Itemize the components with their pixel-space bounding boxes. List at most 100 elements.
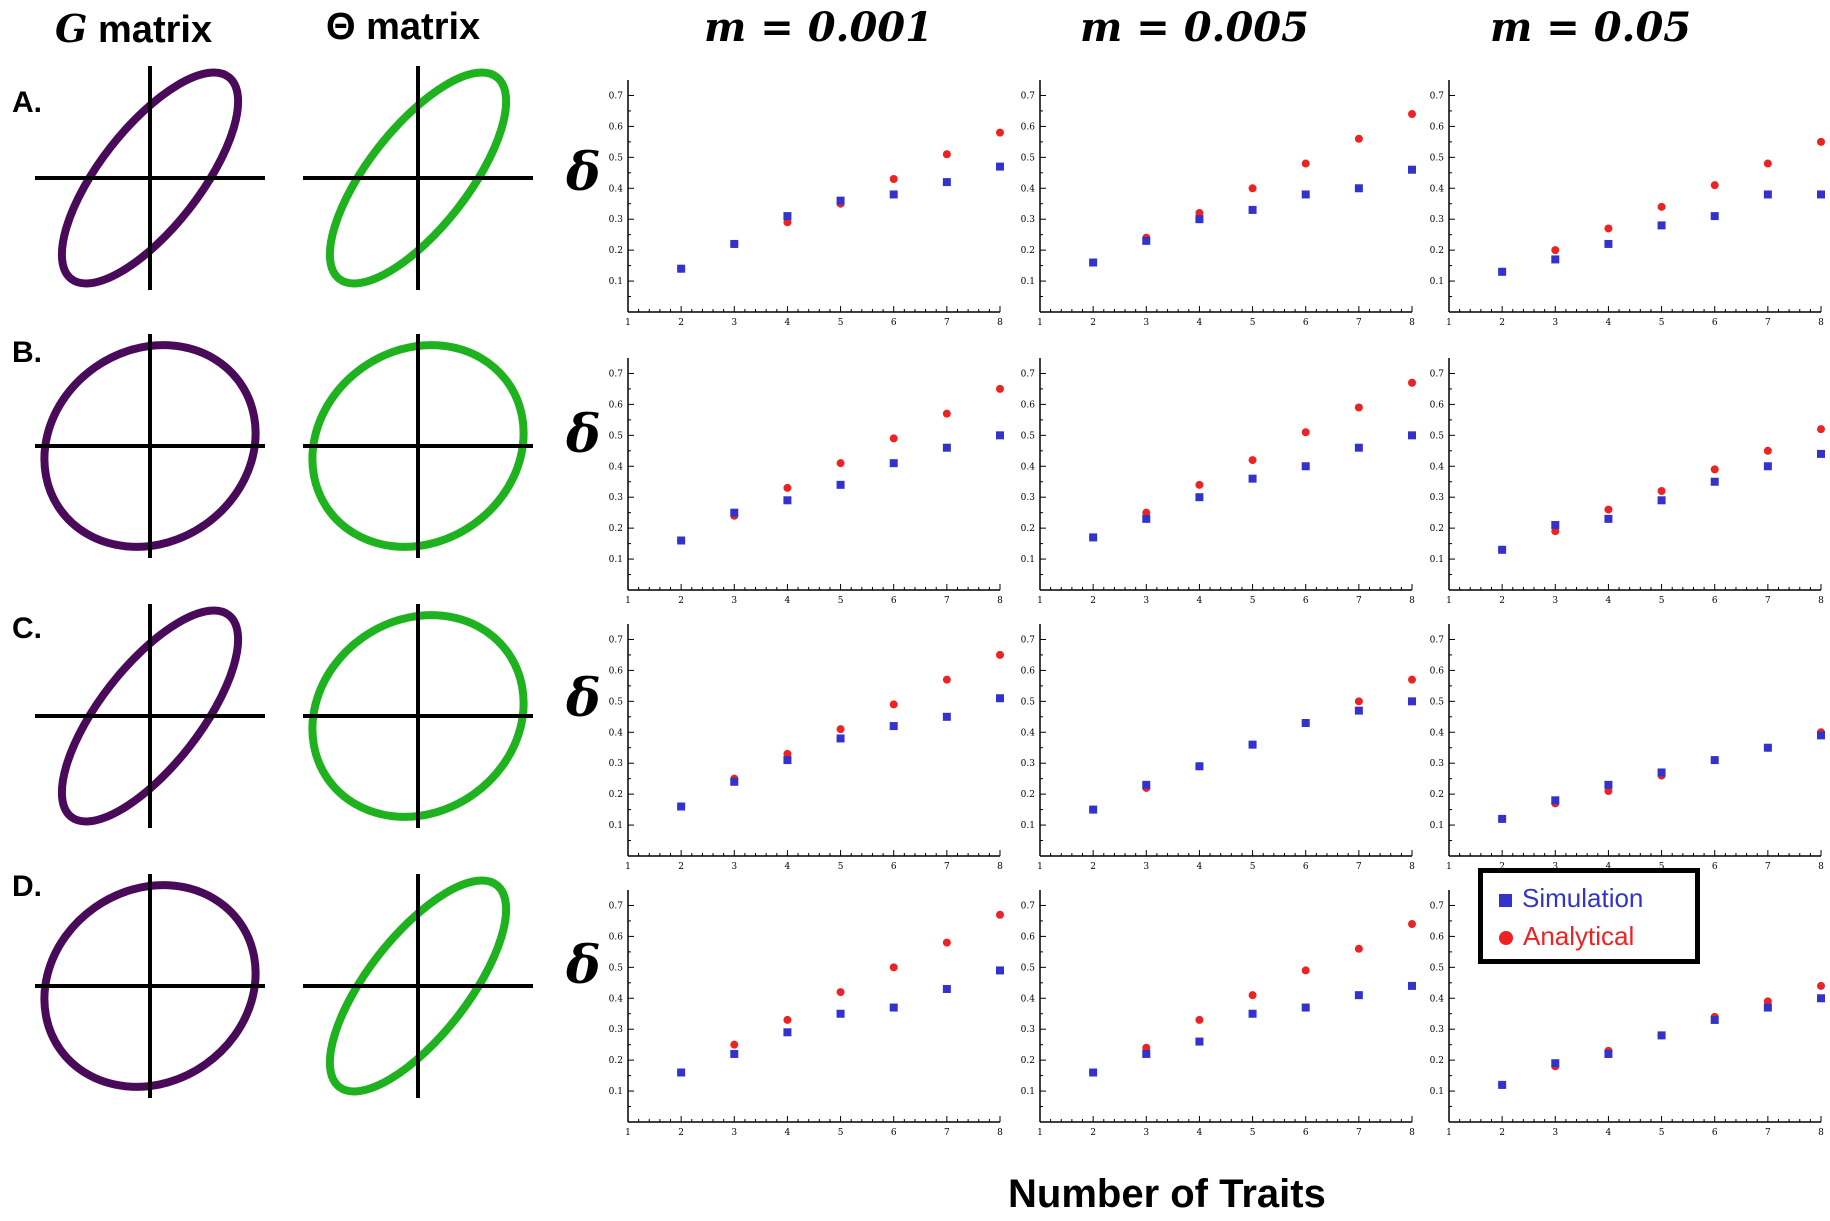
simulation-point: [1248, 740, 1257, 749]
analytical-point: [1657, 202, 1666, 211]
scatter-panel-a-m3: 0.1 0.2 0.3 0.4 0.5 0.6 0.7 1 2 3 4 5 6 7 8: [1430, 80, 1825, 328]
simulation-point: [783, 756, 792, 765]
y-tick-label: 0.3: [609, 493, 624, 503]
analytical-point: [942, 938, 951, 947]
x-tick-label: 7: [944, 318, 950, 328]
y-tick-label: 0.6: [1021, 122, 1036, 132]
simulation-point: [1551, 255, 1560, 264]
x-tick-label: 3: [1143, 1128, 1149, 1138]
simulation-point: [1498, 1080, 1507, 1089]
analytical-point: [783, 749, 792, 758]
x-tick-label: 3: [1143, 596, 1149, 606]
analytical-point: [1354, 134, 1363, 143]
g-matrix-text: matrix: [98, 9, 213, 51]
x-tick-label: 7: [1765, 318, 1771, 328]
simulation-point: [1248, 474, 1257, 483]
x-tick-label: 5: [838, 862, 844, 872]
simulation-point: [889, 459, 898, 468]
row-label-b: B.: [12, 336, 42, 369]
simulation-point: [730, 239, 739, 248]
simulation-point: [996, 694, 1004, 703]
scatter-panel-b-m2: 0.1 0.2 0.3 0.4 0.5 0.6 0.7 1 2 3 4 5 6 7 8: [1021, 358, 1416, 606]
x-tick-label: 1: [625, 318, 631, 328]
y-tick-label: 0.7: [609, 91, 624, 101]
simulation-point: [1408, 697, 1416, 706]
analytical-point: [889, 434, 898, 443]
g-ellipse-shape: [57, 606, 243, 826]
analytical-point: [783, 1015, 792, 1024]
x-tick-label: 4: [1197, 596, 1203, 606]
y-tick-label: 0.4: [1430, 728, 1445, 738]
simulation-point: [730, 1049, 739, 1058]
simulation-point: [1142, 780, 1151, 789]
y-tick-label: 0.5: [1021, 963, 1036, 973]
x-tick-label: 8: [1818, 318, 1824, 328]
x-tick-label: 8: [997, 318, 1003, 328]
x-tick-label: 5: [838, 318, 844, 328]
analytical-point: [1817, 981, 1825, 990]
x-tick-label: 4: [785, 318, 791, 328]
y-tick-label: 0.2: [1021, 790, 1035, 800]
x-axis-label: Number of Traits: [1008, 1172, 1326, 1216]
x-tick-label: 3: [731, 862, 737, 872]
x-tick-label: 4: [1606, 1128, 1612, 1138]
x-tick-label: 1: [625, 1128, 631, 1138]
x-tick-label: 5: [1659, 1128, 1665, 1138]
x-tick-label: 5: [1250, 596, 1256, 606]
y-tick-label: 0.3: [1430, 493, 1445, 503]
x-tick-label: 3: [731, 318, 737, 328]
y-tick-label: 0.4: [1021, 462, 1036, 472]
x-tick-label: 7: [944, 596, 950, 606]
simulation-point: [836, 734, 845, 743]
analytical-point: [996, 384, 1004, 393]
y-tick-label: 0.7: [1021, 635, 1036, 645]
y-tick-label: 0.2: [609, 790, 623, 800]
simulation-point: [1354, 991, 1363, 1000]
y-tick-label: 0.3: [1430, 759, 1445, 769]
simulation-point: [677, 802, 686, 811]
analytical-point: [1710, 181, 1719, 190]
x-tick-label: 1: [625, 596, 631, 606]
y-tick-label: 0.1: [1021, 1087, 1035, 1097]
simulation-point: [889, 1003, 898, 1012]
x-tick-label: 4: [785, 596, 791, 606]
y-tick-label: 0.7: [1430, 635, 1445, 645]
analytical-point: [1301, 428, 1310, 437]
simulation-point: [1248, 205, 1257, 214]
x-tick-label: 1: [1446, 1128, 1452, 1138]
x-tick-label: 5: [1659, 318, 1665, 328]
y-label-b: δ: [566, 404, 601, 465]
analytical-point: [1142, 508, 1151, 517]
y-tick-label: 0.1: [1430, 555, 1444, 565]
y-tick-label: 0.2: [1430, 246, 1444, 256]
simulation-point: [1408, 431, 1416, 440]
simulation-point: [1551, 1059, 1560, 1068]
simulation-point: [1817, 731, 1825, 740]
x-tick-label: 2: [678, 1128, 684, 1138]
simulation-point: [1142, 236, 1151, 245]
theta-ellipse-d: [303, 874, 533, 1098]
g-ellipse-shape: [40, 881, 260, 1091]
y-tick-label: 0.5: [1430, 963, 1445, 973]
analytical-point: [1551, 527, 1560, 536]
scatter-panel-c-m3: 0.1 0.2 0.3 0.4 0.5 0.6 0.7 1 2 3 4 5 6 7 8: [1430, 624, 1825, 872]
y-tick-label: 0.1: [609, 555, 623, 565]
y-tick-label: 0.6: [1021, 400, 1036, 410]
simulation-point: [996, 966, 1004, 975]
x-tick-label: 6: [891, 596, 897, 606]
row-label-a: A.: [12, 86, 42, 119]
analytical-point: [1657, 487, 1666, 496]
analytical-point: [1354, 944, 1363, 953]
y-tick-label: 0.4: [1021, 184, 1036, 194]
g-ellipse-b: [35, 334, 265, 558]
simulation-point: [1301, 462, 1310, 471]
analytical-point: [1301, 966, 1310, 975]
x-tick-label: 5: [838, 1128, 844, 1138]
x-tick-label: 4: [1197, 1128, 1203, 1138]
m-header-2: m = 0.005: [1080, 4, 1309, 51]
y-tick-label: 0.3: [1021, 1025, 1036, 1035]
scatter-panel-d-m1: 0.1 0.2 0.3 0.4 0.5 0.6 0.7 1 2 3 4 5 6 7 8: [609, 890, 1004, 1138]
analytical-point: [1763, 159, 1772, 168]
simulation-point: [1657, 1031, 1666, 1040]
scatter-panel-c-m2: 0.1 0.2 0.3 0.4 0.5 0.6 0.7 1 2 3 4 5 6 7 8: [1021, 624, 1416, 872]
